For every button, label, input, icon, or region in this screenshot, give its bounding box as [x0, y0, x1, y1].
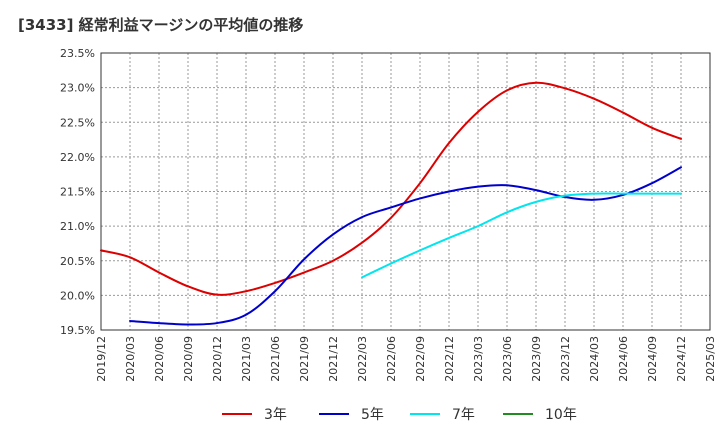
- y-tick-label: 21.5%: [60, 186, 95, 199]
- legend-swatch: [410, 413, 440, 415]
- x-tick-label: 2023/12: [559, 336, 572, 382]
- y-tick-label: 23.0%: [60, 82, 95, 95]
- x-tick-label: 2022/12: [443, 336, 456, 382]
- x-tick-label: 2023/09: [530, 336, 543, 382]
- x-tick-label: 2024/06: [617, 336, 630, 382]
- x-tick-label: 2022/06: [385, 336, 398, 382]
- legend-label: 10年: [545, 407, 577, 423]
- legend-item: 7年: [410, 402, 475, 426]
- y-tick-label: 20.5%: [60, 255, 95, 268]
- x-tick-label: 2021/12: [327, 336, 340, 382]
- x-tick-label: 2020/06: [153, 336, 166, 382]
- x-tick-label: 2024/09: [646, 336, 659, 382]
- x-tick-label: 2023/06: [501, 336, 514, 382]
- y-tick-label: 23.5%: [60, 47, 95, 60]
- x-tick-label: 2024/03: [588, 336, 601, 382]
- y-tick-label: 22.0%: [60, 151, 95, 164]
- legend-label: 7年: [452, 407, 475, 423]
- x-tick-label: 2024/12: [675, 336, 688, 382]
- legend-swatch: [503, 413, 533, 415]
- series-lines: [100, 81, 682, 326]
- series-line-2: [361, 192, 682, 279]
- legend: 3年 5年 7年 10年: [0, 402, 720, 426]
- x-tick-label: 2020/03: [124, 336, 137, 382]
- y-tick-label: 20.0%: [60, 289, 95, 302]
- legend-item: 5年: [319, 402, 384, 426]
- series-line-0: [100, 81, 682, 296]
- x-tick-label: 2019/12: [95, 336, 108, 382]
- grid-lines: [101, 53, 710, 330]
- line-chart: 19.5% 20.0% 20.5% 21.0% 21.5% 22.0% 22.5% 23.0%…: [60, 47, 717, 382]
- y-tick-label: 22.5%: [60, 116, 95, 129]
- x-axis-ticks: 2019/12 2020/03 2020/06 2020/09 2020/12 2021/…: [95, 336, 717, 382]
- x-tick-label: 2020/12: [211, 336, 224, 382]
- legend-label: 3年: [264, 407, 287, 423]
- legend-swatch: [319, 413, 349, 415]
- y-tick-label: 21.0%: [60, 220, 95, 233]
- legend-item: 3年: [222, 402, 287, 426]
- y-tick-label: 19.5%: [60, 324, 95, 337]
- series-line-1: [129, 166, 682, 326]
- x-tick-label: 2025/03: [704, 336, 717, 382]
- x-tick-label: 2021/09: [298, 336, 311, 382]
- plot-frame: [100, 52, 711, 331]
- x-tick-label: 2020/09: [182, 336, 195, 382]
- y-axis-ticks: 19.5% 20.0% 20.5% 21.0% 21.5% 22.0% 22.5% 23.0%…: [60, 47, 95, 337]
- x-tick-label: 2021/06: [269, 336, 282, 382]
- x-tick-label: 2022/03: [356, 336, 369, 382]
- x-tick-label: 2022/09: [414, 336, 427, 382]
- x-tick-label: 2021/03: [240, 336, 253, 382]
- chart-title: [3433] 経常利益マージンの平均値の推移: [18, 16, 304, 34]
- legend-item: 10年: [503, 402, 577, 426]
- legend-swatch: [222, 413, 252, 415]
- x-tick-label: 2023/03: [472, 336, 485, 382]
- legend-label: 5年: [361, 407, 384, 423]
